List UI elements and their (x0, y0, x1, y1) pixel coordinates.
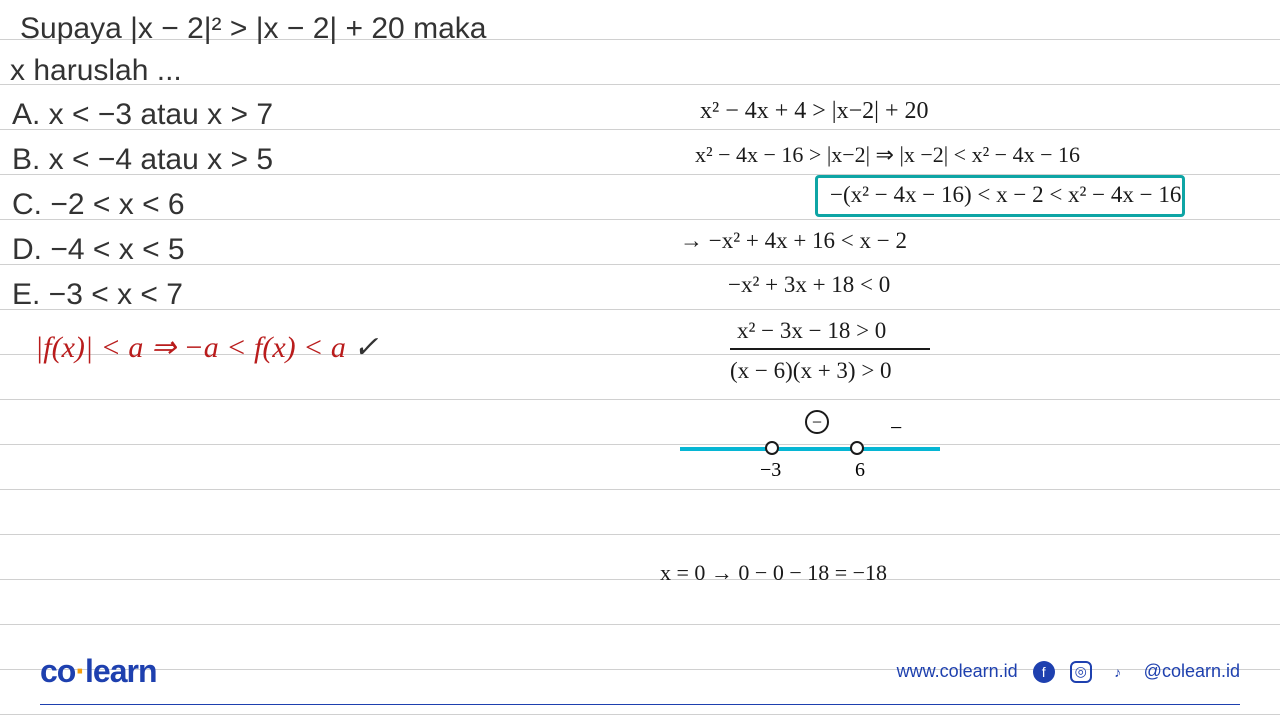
option-b: B. x < −4 atau x > 5 (12, 137, 273, 182)
region-sign-right: − (890, 415, 902, 441)
social-handle: @colearn.id (1144, 661, 1240, 682)
footer-right: www.colearn.id f ◎ ♪ @colearn.id (897, 661, 1240, 683)
working-line2: x² − 4x − 16 > |x−2| ⇒ |x −2| < x² − 4x … (695, 142, 1080, 168)
check-mark-icon: ✓ (353, 331, 378, 364)
working-line1: x² − 4x + 4 > |x−2| + 20 (700, 98, 928, 125)
instagram-icon: ◎ (1070, 661, 1092, 683)
working-line3: −(x² − 4x − 16) < x − 2 < x² − 4x − 16 (830, 182, 1181, 208)
option-e: E. −3 < x < 7 (12, 272, 273, 317)
working-line4: → −x² + 4x + 16 < x − 2 (680, 228, 907, 254)
number-line-axis (680, 447, 940, 451)
working-line7: (x − 6)(x + 3) > 0 (730, 358, 892, 384)
number-line-label-left: −3 (760, 459, 781, 482)
open-circle-left (765, 441, 779, 455)
tiktok-icon: ♪ (1107, 661, 1129, 683)
answer-options: A. x < −3 atau x > 7 B. x < −4 atau x > … (12, 92, 273, 317)
option-d: D. −4 < x < 5 (12, 227, 273, 272)
working-line8: x = 0 → 0 − 0 − 18 = −18 (660, 560, 887, 586)
facebook-icon: f (1033, 661, 1055, 683)
footer: co·learn www.colearn.id f ◎ ♪ @colearn.i… (0, 653, 1280, 690)
option-a: A. x < −3 atau x > 7 (12, 92, 273, 137)
website-url: www.colearn.id (897, 661, 1018, 682)
question-line1: Supaya |x − 2|² > |x − 2| + 20 maka (20, 8, 486, 50)
brand-logo: co·learn (40, 653, 156, 690)
working-line5: −x² + 3x + 18 < 0 (728, 272, 890, 298)
underline (730, 348, 930, 350)
open-circle-right (850, 441, 864, 455)
logo-co: co (40, 653, 75, 689)
region-sign-middle: − (805, 410, 829, 434)
question-line2: x haruslah ... (10, 50, 182, 92)
formula-note: |f(x)| < a ⇒ −a < f(x) < a ✓ (35, 330, 379, 365)
number-line-label-right: 6 (855, 459, 865, 482)
logo-dot-icon: · (75, 653, 85, 689)
logo-learn: learn (85, 653, 156, 689)
working-line6: x² − 3x − 18 > 0 (737, 318, 886, 344)
footer-divider (40, 704, 1240, 705)
option-c: C. −2 < x < 6 (12, 182, 273, 227)
formula-text: |f(x)| < a ⇒ −a < f(x) < a (35, 331, 346, 364)
